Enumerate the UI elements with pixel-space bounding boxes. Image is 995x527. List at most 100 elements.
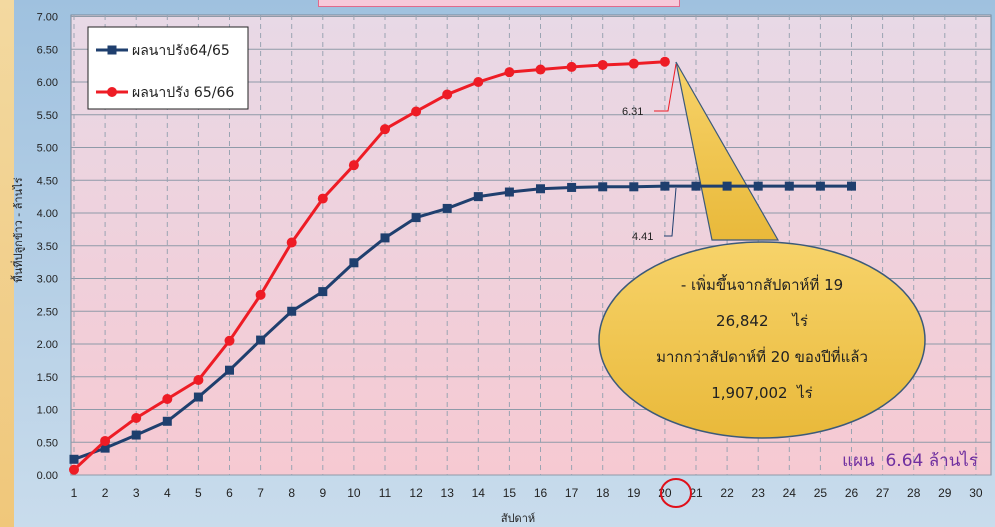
series-1-point xyxy=(567,182,577,192)
series-1-point xyxy=(815,181,825,191)
x-tick-label: 22 xyxy=(720,486,734,500)
x-tick-label: 29 xyxy=(938,486,952,500)
series-1-point xyxy=(691,181,701,191)
callout-line-4: 1,907,002 ไร่ xyxy=(711,384,812,402)
series-2-point xyxy=(255,289,266,300)
x-tick-label: 8 xyxy=(288,486,295,500)
y-tick-label: 6.00 xyxy=(37,77,58,89)
series-1-point xyxy=(162,416,172,426)
x-tick-label: 19 xyxy=(627,486,641,500)
y-tick-label: 6.50 xyxy=(37,44,58,56)
callout-line-2: 26,842 ไร่ xyxy=(716,312,808,330)
x-tick-label: 9 xyxy=(319,486,326,500)
x-tick-label: 12 xyxy=(409,486,423,500)
highlight-circle xyxy=(660,478,692,508)
series-1-point xyxy=(504,187,514,197)
series-1-point xyxy=(753,181,763,191)
x-tick-label: 16 xyxy=(534,486,548,500)
series-1-point xyxy=(442,203,452,213)
x-tick-label: 14 xyxy=(472,486,486,500)
series-2-point xyxy=(224,335,235,346)
series-line-2 xyxy=(72,60,665,471)
legend-marker-blue xyxy=(107,45,117,55)
series-2-point xyxy=(473,77,484,87)
series-1-point xyxy=(660,181,670,191)
y-tick-label: 1.00 xyxy=(37,405,58,417)
series-2-point xyxy=(131,413,142,424)
legend: ผลนาปรัง64/65 ผลนาปรัง 65/66 xyxy=(87,26,249,110)
series-1-point xyxy=(287,306,297,316)
series-1-point xyxy=(629,182,639,192)
x-tick-label: 10 xyxy=(347,486,361,500)
title-box-edge xyxy=(318,0,680,7)
series-2-point xyxy=(69,464,79,475)
left-border-strip xyxy=(0,0,14,527)
y-tick-label: 0.50 xyxy=(37,437,58,449)
x-tick-label: 28 xyxy=(907,486,921,500)
series-1-point xyxy=(598,182,608,192)
y-tick-label: 7.00 xyxy=(37,12,58,24)
series-1-point xyxy=(847,181,856,191)
series-2-point xyxy=(566,61,577,72)
series-1-point xyxy=(784,181,794,191)
y-axis-title: พื้นที่ปลูกข้าว - ล้านไร่ xyxy=(10,177,25,282)
y-tick-label: 2.50 xyxy=(37,306,58,318)
x-tick-label: 4 xyxy=(164,486,171,500)
series-1-point xyxy=(100,443,110,453)
red-value-leader xyxy=(654,63,677,112)
series-1-point xyxy=(411,213,421,223)
series-2-point xyxy=(535,64,546,75)
y-tick-label: 4.50 xyxy=(37,175,58,187)
legend-label-red: ผลนาปรัง 65/66 xyxy=(132,85,234,101)
y-tick-label: 5.00 xyxy=(37,143,58,155)
x-tick-label: 5 xyxy=(195,486,202,500)
series-2-point xyxy=(100,435,111,446)
series-2-point xyxy=(597,59,608,70)
x-tick-label: 6 xyxy=(226,486,233,500)
series-2-point xyxy=(286,237,297,248)
x-tick-label: 15 xyxy=(503,486,517,500)
callout-bubble xyxy=(598,241,926,439)
series-1-point xyxy=(380,233,390,243)
blue-value-leader xyxy=(664,187,677,237)
legend-label-blue: ผลนาปรัง64/65 xyxy=(132,43,230,59)
x-axis-ticks: 1 2 3 4 5 6 7 8 9 10 11 12 13 14 15 16 17 18 19 20 21 22 23 24 2… xyxy=(71,486,983,500)
x-tick-label: 24 xyxy=(783,486,797,500)
series-layer xyxy=(69,56,856,475)
y-tick-label: 5.50 xyxy=(37,110,58,122)
legend-marker-red xyxy=(107,87,117,97)
y-tick-label: 3.50 xyxy=(37,241,58,253)
callout-line-1: - เพิ่มขึ้นจากสัปดาห์ที่ 19 xyxy=(681,274,843,294)
red-value-label: 6.31 xyxy=(622,106,643,118)
series-1-point xyxy=(69,454,79,464)
x-tick-label: 26 xyxy=(845,486,859,500)
x-tick-label: 18 xyxy=(596,486,610,500)
series-line-1 xyxy=(73,184,852,461)
y-tick-label: 2.00 xyxy=(37,339,58,351)
plan-text: แผน 6.64 ล้านไร่ xyxy=(842,450,978,471)
series-1-point xyxy=(193,392,203,402)
x-tick-label: 13 xyxy=(441,486,455,500)
series-1-point xyxy=(722,181,732,191)
series-2-point xyxy=(659,56,670,67)
series-1-point xyxy=(318,287,328,297)
x-tick-label: 25 xyxy=(814,486,828,500)
series-2-point xyxy=(317,193,328,204)
x-tick-label: 30 xyxy=(969,486,983,500)
y-tick-label: 4.00 xyxy=(37,208,58,220)
series-1-point xyxy=(473,192,483,202)
blue-value-label: 4.41 xyxy=(632,231,653,243)
series-1-point xyxy=(131,430,141,440)
x-tick-label: 23 xyxy=(752,486,766,500)
series-1-point xyxy=(256,335,266,345)
x-tick-label: 21 xyxy=(689,486,703,500)
x-tick-label: 1 xyxy=(71,486,78,500)
y-tick-label: 0.00 xyxy=(37,470,58,482)
x-tick-label: 27 xyxy=(876,486,890,500)
x-tick-label: 2 xyxy=(102,486,109,500)
series-2-point xyxy=(193,375,204,386)
y-tick-label: 1.50 xyxy=(37,372,58,384)
series-2-point xyxy=(162,394,173,405)
callout-line-3: มากกว่าสัปดาห์ที่ 20 ของปีที่แล้ว xyxy=(656,346,868,366)
